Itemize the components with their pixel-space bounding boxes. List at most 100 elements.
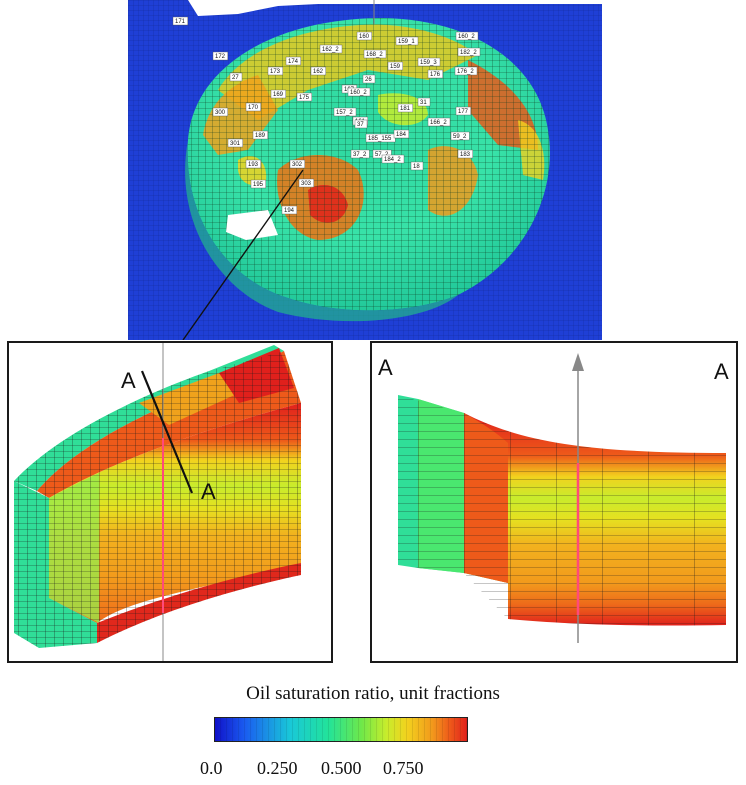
well-label-text: 37: [357, 122, 364, 128]
well-label: 183: [457, 149, 474, 159]
well-label: 18: [410, 161, 424, 171]
well-label: 185_155: [365, 133, 396, 143]
well-label-text: 181: [400, 106, 411, 112]
well-label-text: 160: [359, 34, 370, 40]
well-label-text: 160_2: [350, 90, 367, 96]
well-label: 176_2: [454, 66, 478, 76]
well-label: 184_2: [381, 154, 405, 164]
well-label-text: 27: [232, 75, 239, 81]
well-label: 193: [245, 159, 262, 169]
well-label-text: 170: [248, 105, 259, 111]
cross-section-view: A A: [378, 353, 729, 643]
well-label: 176: [427, 69, 444, 79]
section-left-label: A: [378, 355, 393, 380]
well-label: 195: [250, 179, 267, 189]
well-label: 300: [212, 107, 229, 117]
legend-tick-3: 0.750: [383, 758, 424, 778]
well-label-text: 194: [284, 208, 295, 214]
cross-section-panel: A A: [370, 341, 738, 663]
well-label-text: 37_2: [353, 152, 367, 158]
well-label: 157_2: [333, 107, 357, 117]
well-label-text: 189: [255, 133, 266, 139]
well-label-text: 175: [299, 95, 310, 101]
legend-tick-1: 0.250: [257, 758, 298, 778]
well-label: 31: [417, 97, 431, 107]
well-label-text: 172: [215, 54, 226, 60]
color-scale-bar: [214, 717, 468, 742]
well-label-text: 184_2: [384, 157, 401, 163]
well-label: 162_2: [319, 44, 343, 53]
well-label: 303: [298, 178, 315, 188]
well-label-text: 184: [396, 132, 407, 138]
well-label: 189: [252, 130, 269, 140]
well-label: 27: [229, 72, 243, 82]
well-label-text: 183: [460, 152, 471, 158]
sector-3d-panel: A A: [7, 341, 333, 663]
well-label: 162: [310, 66, 327, 76]
well-label-text: 26: [365, 77, 372, 83]
well-label-text: 177: [458, 109, 469, 115]
well-label: 160: [356, 31, 373, 40]
legend-title: Oil saturation ratio, unit fractions: [246, 683, 500, 704]
well-label-text: 162: [313, 69, 324, 75]
well-label: 171: [172, 16, 189, 25]
well-label-text: 171: [175, 19, 186, 25]
well-label: 182_2: [457, 47, 481, 56]
well-label: 194: [281, 205, 298, 215]
well-label: 166_2: [427, 117, 451, 127]
well-label-text: 300: [215, 110, 226, 116]
well-label: 170: [245, 102, 262, 112]
sector-3d-view: A A: [14, 343, 301, 661]
well-label: 160_2: [347, 87, 371, 97]
well-labels: 171 172 173 174 162 162_2 160 159_1 160_2 159_3 18…: [172, 16, 481, 215]
well-label: 175: [296, 92, 313, 102]
well-label-text: 193: [248, 162, 259, 168]
well-label: 168_2: [363, 49, 387, 58]
well-label-text: 159_1: [398, 39, 415, 45]
section-start-label: A: [121, 368, 136, 393]
well-label-text: 160_2: [458, 34, 475, 40]
well-label-text: 157_2: [336, 110, 353, 116]
well-label-text: 168_2: [366, 52, 383, 58]
well-label: 177: [455, 106, 472, 116]
well-label-text: 173: [270, 69, 281, 75]
well-label: 173: [267, 66, 284, 76]
well-label: 301: [227, 138, 244, 148]
well-label: 26: [362, 74, 376, 84]
section-end-label: A: [201, 479, 216, 504]
reservoir-3d-model: 171 172 173 174 162 162_2 160 159_1 160_2 159_3 18…: [128, 0, 602, 340]
well-label-text: 59_2: [453, 134, 467, 140]
well-label-text: 185_155: [368, 136, 392, 142]
well-label: 172: [212, 51, 229, 60]
legend-tick-0: 0.0: [200, 758, 223, 778]
well-label: 59_2: [450, 131, 470, 141]
well-label-text: 159_3: [420, 60, 437, 66]
well-label-text: 303: [301, 181, 312, 187]
well-label: 184: [393, 129, 410, 139]
legend-tick-2: 0.500: [321, 758, 362, 778]
well-label: 37_2: [350, 149, 370, 159]
well-label-text: 302: [292, 162, 303, 168]
well-label: 159_1: [395, 36, 419, 45]
well-label-text: 159: [390, 64, 401, 70]
well-label-text: 176: [430, 72, 441, 78]
well-label: 174: [285, 56, 302, 66]
well-label-text: 182_2: [460, 50, 477, 56]
well-label-text: 301: [230, 141, 241, 147]
well-label: 159_3: [417, 57, 441, 67]
section-right-label: A: [714, 359, 729, 384]
well-label-text: 162_2: [322, 47, 339, 53]
well-label: 160_2: [455, 31, 479, 40]
well-label: 159: [387, 61, 404, 71]
well-label: 37: [354, 119, 368, 129]
well-label-text: 166_2: [430, 120, 447, 126]
well-label: 169: [270, 89, 287, 99]
well-label: 302: [289, 159, 306, 169]
well-label: 181: [397, 103, 414, 113]
well-label-text: 18: [413, 164, 420, 170]
well-label-text: 174: [288, 59, 299, 65]
well-label-text: 195: [253, 182, 264, 188]
well-label-text: 31: [420, 100, 427, 106]
well-label-text: 176_2: [457, 69, 474, 75]
well-label-text: 169: [273, 92, 284, 98]
